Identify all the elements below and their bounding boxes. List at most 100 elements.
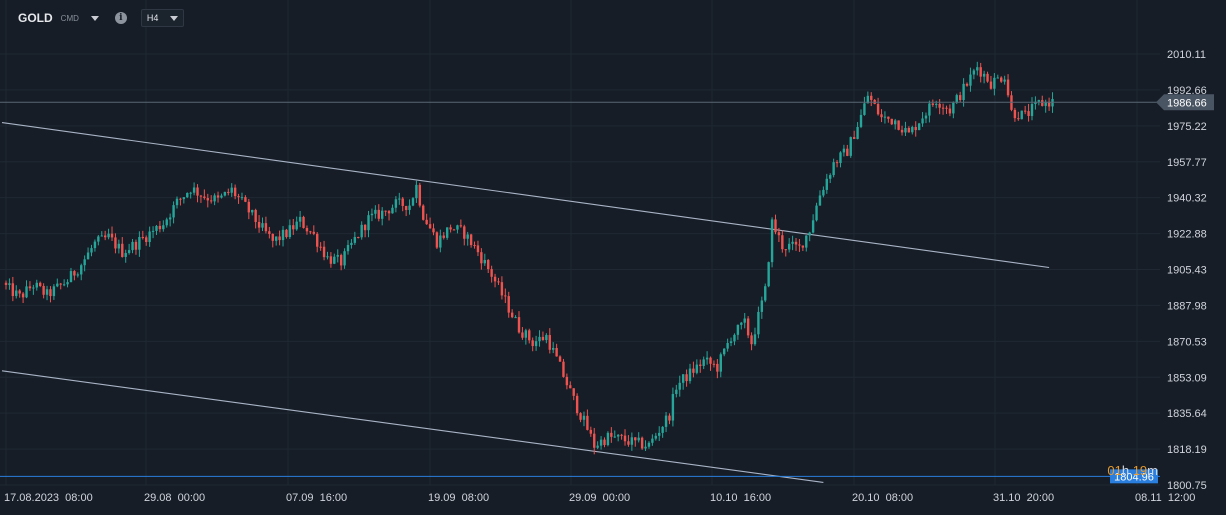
price-tick-label: 1870.53 xyxy=(1167,336,1207,348)
candle-body xyxy=(76,274,80,276)
candle-body xyxy=(921,118,924,124)
candle-body xyxy=(1030,103,1034,116)
timeframe-dropdown-icon[interactable] xyxy=(170,15,179,21)
symbol-label[interactable]: GOLD xyxy=(18,11,53,25)
candle-body xyxy=(729,341,733,343)
candle-body xyxy=(753,334,757,345)
time-tick-label: 08.11 12:00 xyxy=(1135,492,1195,504)
price-tick-label: 1992.66 xyxy=(1167,85,1207,97)
candle-body xyxy=(746,318,750,336)
candle-body xyxy=(794,241,798,245)
candle-body xyxy=(244,197,247,202)
candle-body xyxy=(1037,100,1041,102)
candle-body xyxy=(32,287,35,289)
timeframe-selector[interactable]: H4 xyxy=(140,9,185,27)
candle-body xyxy=(784,249,787,251)
candle-body xyxy=(866,95,870,104)
candle-body xyxy=(603,439,606,446)
price-lines-group xyxy=(0,101,1160,477)
candle-body xyxy=(487,260,490,270)
candle-body xyxy=(839,152,842,164)
time-axis[interactable]: 17.08.2023 08:00 29.08 00:00 07.09 16:00 19… xyxy=(4,492,1195,504)
candle-body xyxy=(579,413,582,420)
candle-body xyxy=(504,295,507,297)
candle-body xyxy=(288,225,292,238)
candle-body xyxy=(186,192,189,198)
price-tick-label: 1975.22 xyxy=(1167,121,1207,133)
candle-body xyxy=(28,286,32,289)
candle-body xyxy=(982,73,986,77)
candle-body xyxy=(1017,118,1020,120)
candle-body xyxy=(822,189,825,196)
candle-body xyxy=(182,197,186,200)
candle-body xyxy=(90,248,93,253)
current-price-label: 1986.66 xyxy=(1167,97,1207,109)
candle-body xyxy=(86,252,90,260)
candle-body xyxy=(404,205,408,210)
candle-body xyxy=(415,184,418,199)
candle-body xyxy=(996,77,999,79)
candle-body xyxy=(558,356,562,362)
time-tick-label: 07.09 16:00 xyxy=(286,492,347,504)
candle-body xyxy=(131,241,134,251)
candle-body xyxy=(73,271,76,276)
candle-body xyxy=(521,332,524,338)
candle-body xyxy=(972,70,976,75)
symbol-dropdown-icon[interactable] xyxy=(90,15,99,21)
candle-body xyxy=(285,229,288,238)
trendline[interactable] xyxy=(1,370,824,483)
price-tick-label: 2010.11 xyxy=(1167,49,1206,61)
price-axis[interactable]: 2010.11 1992.66 1975.22 1957.77 1940.32 1922.… xyxy=(1167,49,1207,492)
candle-body xyxy=(329,256,333,264)
candle-body xyxy=(610,432,613,437)
candle-body xyxy=(623,435,627,442)
timeframe-label: H4 xyxy=(146,13,159,23)
candle-body xyxy=(66,282,69,285)
candle-body xyxy=(353,237,357,243)
candle-body xyxy=(798,244,801,246)
candle-body xyxy=(805,235,808,248)
candle-body xyxy=(432,228,435,233)
candle-body xyxy=(815,205,818,221)
candle-body xyxy=(931,103,935,105)
candle-body xyxy=(196,187,199,196)
candle-body xyxy=(401,198,404,206)
candle-body xyxy=(83,259,86,266)
candle-body xyxy=(80,265,83,275)
trendline[interactable] xyxy=(1,122,1050,269)
candle-body xyxy=(56,283,59,287)
price-tick-label: 1835.64 xyxy=(1167,408,1207,420)
candle-body xyxy=(39,282,42,286)
candle-body xyxy=(435,232,439,248)
candle-body xyxy=(442,235,445,238)
candle-body xyxy=(391,207,394,214)
candle-body xyxy=(627,441,630,445)
candle-body xyxy=(1003,79,1006,82)
candle-body xyxy=(685,374,688,382)
candle-body xyxy=(449,227,452,230)
candle-body xyxy=(528,330,531,341)
candle-body xyxy=(938,103,941,108)
info-icon[interactable]: i xyxy=(114,12,127,24)
candle-body xyxy=(336,255,339,257)
candle-body xyxy=(271,233,274,241)
candle-body xyxy=(333,256,336,264)
candle-body xyxy=(350,242,353,246)
candle-body xyxy=(989,81,993,89)
candle-body xyxy=(52,286,56,297)
trendlines-group[interactable] xyxy=(1,122,1050,483)
candle-body xyxy=(904,127,907,133)
time-tick-label: 10.10 16:00 xyxy=(710,492,771,504)
candle-body xyxy=(422,205,425,220)
candle-body xyxy=(829,175,832,179)
candle-body xyxy=(363,224,367,231)
candle-body xyxy=(1020,110,1023,120)
candle-body xyxy=(917,123,921,131)
candle-body xyxy=(582,415,586,420)
candle-body xyxy=(110,233,114,238)
candle-body xyxy=(480,252,483,264)
candle-body xyxy=(948,108,952,114)
candle-body xyxy=(688,368,692,382)
candle-body xyxy=(473,245,476,247)
